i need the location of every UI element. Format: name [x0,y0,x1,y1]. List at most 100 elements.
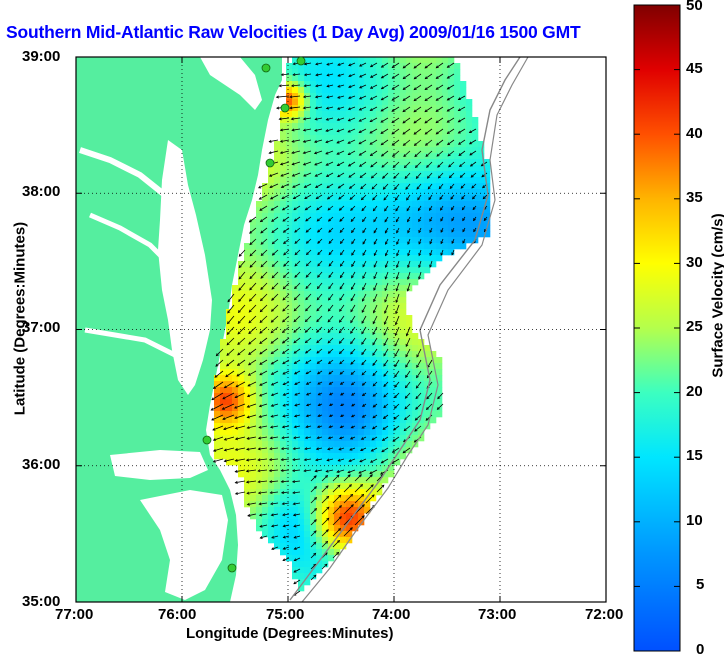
velocity-cell [268,375,274,381]
velocity-cell [316,177,322,183]
velocity-cell [292,99,298,105]
velocity-cell [358,429,364,435]
velocity-cell [292,441,298,447]
velocity-cell [460,81,466,87]
velocity-cell [250,483,256,489]
velocity-cell [466,99,472,105]
velocity-cell [346,489,352,495]
velocity-cell [382,453,388,459]
velocity-cell [376,237,382,243]
velocity-cell [292,471,298,477]
velocity-cell [304,123,310,129]
velocity-cell [322,165,328,171]
velocity-cell [256,471,262,477]
velocity-cell [292,549,298,555]
velocity-cell [316,549,322,555]
figure-title: Southern Mid-Atlantic Raw Velocities (1 … [6,22,580,43]
velocity-cell [304,483,310,489]
velocity-cell [274,417,280,423]
velocity-cell [340,471,346,477]
velocity-cell [286,435,292,441]
velocity-cell [346,465,352,471]
velocity-cell [298,483,304,489]
velocity-cell [292,165,298,171]
velocity-cell [394,303,400,309]
velocity-cell [250,315,256,321]
velocity-cell [412,279,418,285]
velocity-cell [316,255,322,261]
velocity-cell [286,147,292,153]
velocity-cell [430,111,436,117]
velocity-cell [334,219,340,225]
velocity-cell [466,105,472,111]
velocity-cell [298,387,304,393]
velocity-cell [232,351,238,357]
velocity-cell [370,345,376,351]
velocity-cell [250,471,256,477]
velocity-cell [388,231,394,237]
velocity-cell [412,225,418,231]
velocity-cell [322,327,328,333]
velocity-cell [310,321,316,327]
velocity-cell [412,81,418,87]
colorbar-label: Surface Velocity (cm/s) [710,196,724,396]
velocity-cell [286,351,292,357]
velocity-cell [418,393,424,399]
velocity-cell [238,321,244,327]
velocity-cell [328,363,334,369]
velocity-cell [436,135,442,141]
velocity-cell [382,123,388,129]
velocity-cell [322,381,328,387]
velocity-cell [394,117,400,123]
velocity-cell [400,237,406,243]
velocity-cell [250,249,256,255]
velocity-cell [340,87,346,93]
velocity-cell [316,369,322,375]
velocity-cell [322,123,328,129]
velocity-cell [340,519,346,525]
velocity-cell [376,111,382,117]
velocity-cell [400,147,406,153]
velocity-cell [430,123,436,129]
velocity-cell [298,243,304,249]
velocity-cell [226,315,232,321]
velocity-cell [442,195,448,201]
velocity-cell [328,141,334,147]
velocity-cell [316,567,322,573]
velocity-cell [334,261,340,267]
colorbar-tick-label: 0 [696,641,704,658]
velocity-cell [280,267,286,273]
velocity-cell [364,147,370,153]
velocity-cell [442,231,448,237]
velocity-cell [340,243,346,249]
velocity-cell [346,201,352,207]
velocity-cell [448,243,454,249]
velocity-cell [274,165,280,171]
velocity-cell [394,387,400,393]
velocity-cell [316,543,322,549]
velocity-cell [310,369,316,375]
velocity-cell [346,453,352,459]
velocity-cell [412,189,418,195]
velocity-cell [310,57,316,63]
velocity-cell [412,345,418,351]
velocity-cell [376,411,382,417]
velocity-cell [412,339,418,345]
velocity-cell [448,231,454,237]
velocity-cell [274,387,280,393]
velocity-cell [370,387,376,393]
velocity-cell [478,231,484,237]
velocity-cell [274,213,280,219]
velocity-cell [310,363,316,369]
velocity-cell [436,357,442,363]
velocity-cell [298,321,304,327]
velocity-cell [346,441,352,447]
velocity-cell [274,309,280,315]
velocity-cell [466,129,472,135]
velocity-cell [310,525,316,531]
velocity-cell [244,495,250,501]
velocity-cell [316,123,322,129]
velocity-cell [286,231,292,237]
velocity-cell [388,357,394,363]
velocity-cell [292,519,298,525]
